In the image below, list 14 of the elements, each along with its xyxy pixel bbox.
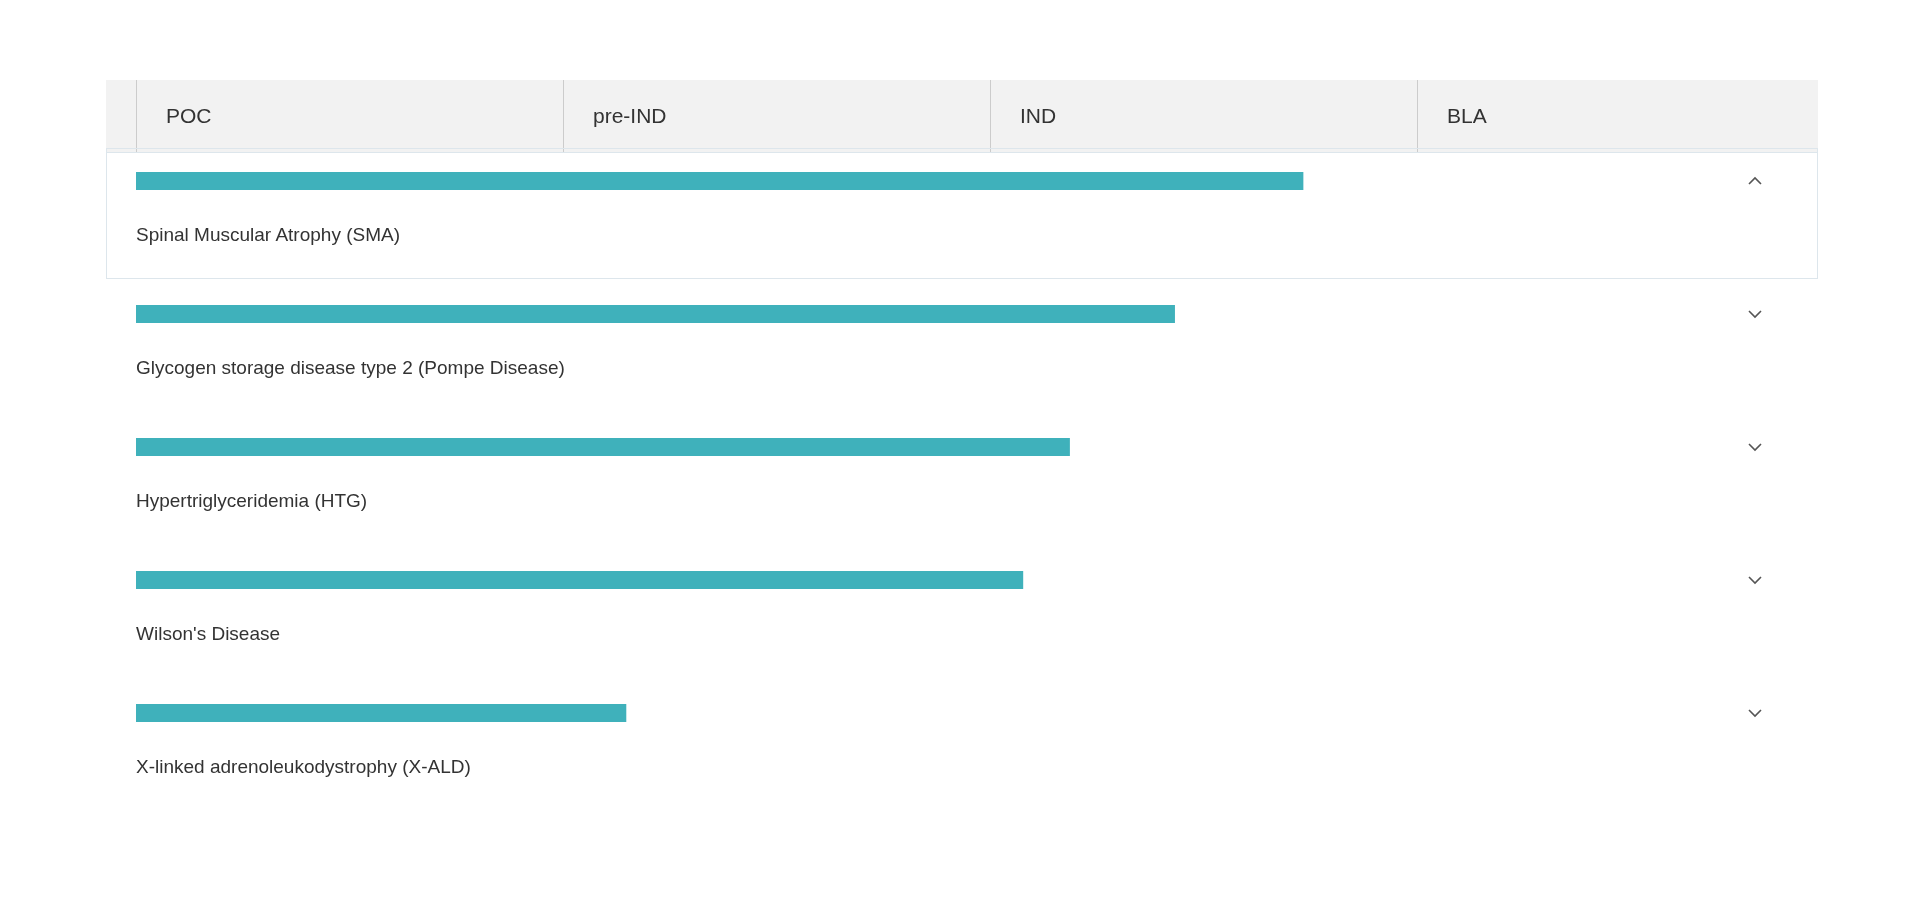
bar [136,704,627,722]
y-tick-label: Spinal Muscular Atrophy (SMA) [136,223,400,245]
y-tick-label: X-linked adrenoleukodystrophy (X-ALD) [136,755,471,777]
bar [136,571,1024,589]
bar [136,172,1304,190]
text: pre-IND [593,104,667,127]
text: POC [166,104,212,127]
text: BLA [1447,104,1487,127]
y-tick-label: Hypertriglyceridemia (HTG) [136,489,368,511]
bar [136,305,1175,323]
bar [136,438,1070,456]
text: IND [1020,104,1057,127]
y-tick-label: Glycogen storage disease type 2 (Pompe Disease) [136,356,565,378]
y-tick-label: Wilson's Disease [136,622,281,644]
